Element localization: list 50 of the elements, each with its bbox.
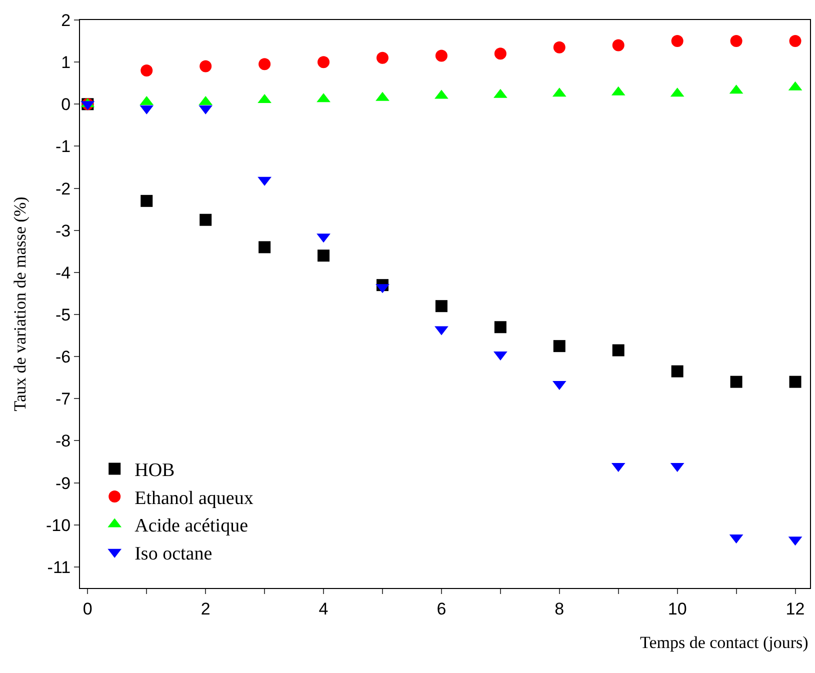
x-tick-label: 2 [200, 599, 210, 618]
y-tick-label: -5 [55, 305, 71, 324]
x-tick-label: 0 [82, 599, 92, 618]
x-tick-label: 4 [318, 599, 328, 618]
point [258, 241, 271, 254]
point [671, 365, 684, 378]
point [789, 376, 802, 388]
point [140, 194, 153, 207]
point [612, 39, 624, 52]
point [494, 321, 506, 334]
point [789, 35, 802, 48]
point [435, 50, 448, 62]
point [200, 60, 212, 72]
y-tick-label: -11 [47, 558, 71, 577]
point [494, 48, 506, 60]
point [140, 64, 153, 76]
point [200, 214, 212, 226]
y-tick-label: -9 [55, 474, 71, 493]
x-tick-label: 10 [668, 599, 687, 618]
y-tick-label: -1 [55, 137, 71, 156]
legend-label: HOB [134, 460, 175, 482]
x-tick-label: 12 [786, 599, 805, 618]
y-tick-label: 0 [61, 95, 71, 114]
x-tick-label: 6 [436, 599, 446, 618]
point [553, 340, 566, 352]
y-tick-label: -10 [46, 516, 71, 535]
point [376, 52, 388, 64]
legend-label: Acide acétique [134, 516, 248, 537]
y-tick-label: -7 [55, 390, 71, 409]
point [553, 41, 566, 54]
legend-label: Ethanol aqueux [134, 488, 254, 509]
y-tick-label: 1 [61, 53, 71, 72]
legend-label: Iso octane [134, 543, 212, 564]
point [612, 344, 624, 356]
point [435, 300, 448, 312]
y-tick-label: -3 [55, 221, 71, 240]
y-tick-label: 2 [61, 10, 71, 30]
y-tick-label: -2 [55, 179, 71, 198]
x-axis-title: Temps de contact (jours) [640, 633, 808, 652]
point [730, 376, 742, 388]
y-tick-label: -4 [55, 263, 71, 282]
point [730, 35, 742, 48]
point [671, 35, 684, 48]
y-axis-title: Taux de variation de masse (%) [10, 196, 30, 412]
point [258, 58, 271, 70]
y-tick-label: -6 [55, 348, 71, 367]
y-tick-label: -8 [55, 432, 71, 451]
point [318, 56, 330, 68]
point [318, 250, 330, 262]
x-tick-label: 8 [554, 599, 564, 618]
